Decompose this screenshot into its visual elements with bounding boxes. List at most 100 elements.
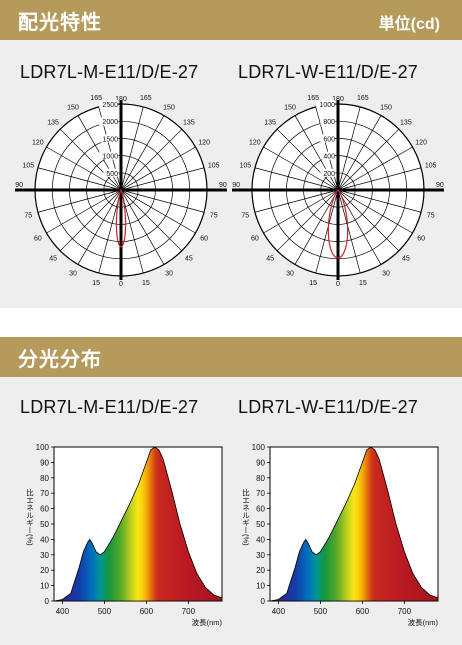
y-tick-label: 20 — [256, 566, 265, 575]
polar-angle-label: 135 — [400, 120, 412, 127]
y-tick-label: 50 — [40, 520, 49, 529]
polar-spoke — [120, 189, 183, 252]
polar-spoke — [337, 189, 361, 274]
unit-label: 単位(cd) — [378, 16, 440, 33]
polar-angle-label: 150 — [380, 104, 392, 111]
section-title: 配光特性 — [18, 12, 102, 34]
polar-spoke — [276, 128, 339, 191]
polar-chart: 180 1651501351201059075604530150153045607… — [232, 95, 444, 288]
polar-angle-label: 90 — [219, 182, 227, 189]
y-tick-label: 50 — [256, 520, 265, 529]
polar-spoke — [337, 189, 422, 213]
polar-angle-label: 180 — [332, 96, 344, 103]
polar-angle-label: 105 — [208, 163, 220, 170]
y-tick-label: 60 — [40, 505, 49, 514]
y-tick-label: 40 — [40, 535, 49, 544]
y-tick-label: 30 — [256, 551, 265, 560]
y-tick-label: 10 — [256, 582, 265, 591]
polar-radius-label-bg — [316, 100, 335, 108]
polar-spoke — [337, 146, 413, 191]
spectrum-area — [269, 446, 439, 602]
polar-radius-label-bg — [99, 117, 118, 126]
polar-spoke — [337, 189, 400, 252]
polar-angle-label: 60 — [200, 236, 208, 243]
y-tick-label: 60 — [256, 505, 265, 514]
light-distribution-header: 配光特性 単位(cd) — [0, 0, 462, 40]
polar-angle-label: 60 — [417, 236, 425, 243]
polar-angle-label: 90 — [232, 182, 240, 189]
y-tick-label: 70 — [256, 489, 265, 498]
polar-spoke — [294, 189, 339, 265]
spectrum-chart: 0 10 20 30 40 50 60 70 80 90 100 400 500 600 700 比エネルギー… — [241, 443, 439, 627]
polar-radius-label: 800 — [323, 119, 335, 126]
polar-spoke — [337, 128, 400, 191]
spectrum-panel: LDR7L-M-E11/D/E-27 LDR7L-W-E11/D/E-27 0 1… — [0, 377, 462, 645]
polar-spoke — [59, 189, 122, 252]
polar-angle-label: 105 — [22, 163, 34, 170]
polar-spoke — [263, 189, 339, 234]
polar-spoke — [37, 189, 122, 213]
intensity-curve — [327, 189, 349, 259]
polar-angle-label: 180 — [115, 96, 127, 103]
polar-spoke — [120, 146, 196, 191]
polar-spoke — [120, 189, 205, 213]
polar-angle-label: 105 — [425, 163, 437, 170]
polar-radius-label: 400 — [323, 154, 335, 161]
spectrum-header: 分光分布 — [0, 337, 462, 377]
polar-radius-label: 1000 — [319, 102, 335, 109]
light-distribution-panel: LDR7L-M-E11/D/E-27 LDR7L-W-E11/D/E-27 18… — [0, 40, 462, 308]
polar-radius-label: 500 — [106, 171, 118, 178]
polar-spoke — [337, 167, 422, 191]
polar-angle-label: 60 — [34, 236, 42, 243]
polar-angle-label: 30 — [165, 271, 173, 278]
polar-spoke — [120, 115, 165, 191]
polar-spoke — [294, 115, 339, 191]
polar-spoke — [276, 189, 339, 252]
polar-radius-label-bg — [99, 151, 118, 160]
polar-angle-label: 15 — [309, 280, 317, 287]
polar-spoke — [120, 128, 183, 191]
spectrum-chart: 0 10 20 30 40 50 60 70 80 90 100 400 500 600 700 比エネルギー… — [25, 443, 223, 627]
section-title: 分光分布 — [18, 349, 102, 371]
polar-radius-label: 2500 — [102, 102, 118, 109]
polar-radius-label-bg — [320, 134, 335, 143]
polar-angle-label: 90 — [436, 182, 444, 189]
polar-spoke — [254, 167, 339, 191]
polar-radius-label: 1500 — [102, 136, 118, 143]
polar-radius-label-bg — [103, 168, 118, 177]
model-name: LDR7L-W-E11/D/E-27 — [238, 397, 418, 417]
polar-radius-label-bg — [320, 168, 335, 177]
polar-radius-label: 1000 — [102, 154, 118, 161]
polar-spoke — [337, 115, 382, 191]
polar-angle-label: 165 — [307, 95, 319, 102]
polar-spoke — [337, 189, 382, 265]
y-axis-label: 比エネルギー(%) — [25, 488, 34, 547]
y-tick-label: 90 — [256, 458, 265, 467]
polar-angle-label: 165 — [357, 95, 369, 102]
y-tick-label: 90 — [40, 458, 49, 467]
polar-angle-label: 120 — [32, 140, 44, 147]
polar-angle-label: 45 — [266, 255, 274, 262]
polar-chart: 180 1651501351201059075604530150153045607… — [15, 95, 227, 288]
y-tick-label: 10 — [40, 582, 49, 591]
polar-angle-label: 45 — [402, 255, 410, 262]
x-tick-label: 600 — [140, 607, 154, 616]
polar-spoke — [337, 189, 413, 234]
polar-angle-label: 165 — [90, 95, 102, 102]
polar-spoke — [315, 189, 339, 274]
polar-spoke — [120, 189, 165, 265]
polar-spoke — [37, 167, 122, 191]
polar-radius-label-bg — [320, 151, 335, 160]
polar-angle-label: 75 — [241, 212, 249, 219]
polar-angle-label: 165 — [140, 95, 152, 102]
polar-angle-label: 150 — [163, 104, 175, 111]
polar-angle-label: 0 — [336, 281, 340, 288]
polar-radius-label: 2000 — [102, 119, 118, 126]
polar-spoke — [254, 189, 339, 213]
polar-angle-label: 15 — [92, 280, 100, 287]
polar-angle-label: 135 — [183, 120, 195, 127]
polar-spoke — [120, 167, 205, 191]
polar-angle-label: 75 — [210, 212, 218, 219]
polar-angle-label: 150 — [284, 104, 296, 111]
y-tick-label: 40 — [256, 535, 265, 544]
